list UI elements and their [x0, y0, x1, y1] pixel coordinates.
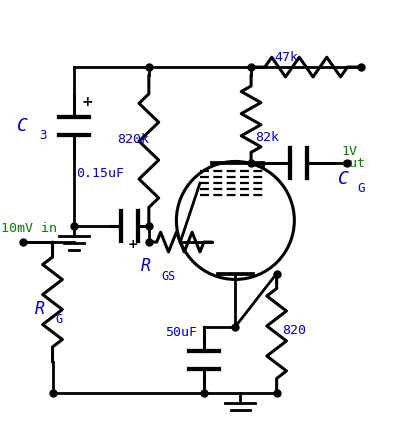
Text: G: G	[357, 182, 365, 195]
Text: 47k: 47k	[275, 51, 299, 64]
Text: 1V: 1V	[341, 145, 358, 158]
Text: 50uF: 50uF	[165, 326, 196, 339]
Text: G: G	[55, 313, 63, 326]
Text: 0.15uF: 0.15uF	[76, 167, 124, 180]
Text: out: out	[341, 157, 366, 170]
Text: 10mV in: 10mV in	[2, 222, 57, 235]
Text: 820: 820	[282, 324, 307, 337]
Text: C: C	[17, 117, 28, 135]
Text: R: R	[35, 300, 45, 318]
Text: +: +	[82, 95, 93, 110]
Text: 82k: 82k	[255, 131, 279, 144]
Text: R: R	[141, 257, 151, 275]
Text: GS: GS	[162, 270, 176, 283]
Text: +: +	[128, 238, 139, 251]
Text: 3: 3	[39, 129, 46, 142]
Text: C: C	[338, 170, 348, 188]
Text: 820k: 820k	[117, 133, 149, 146]
